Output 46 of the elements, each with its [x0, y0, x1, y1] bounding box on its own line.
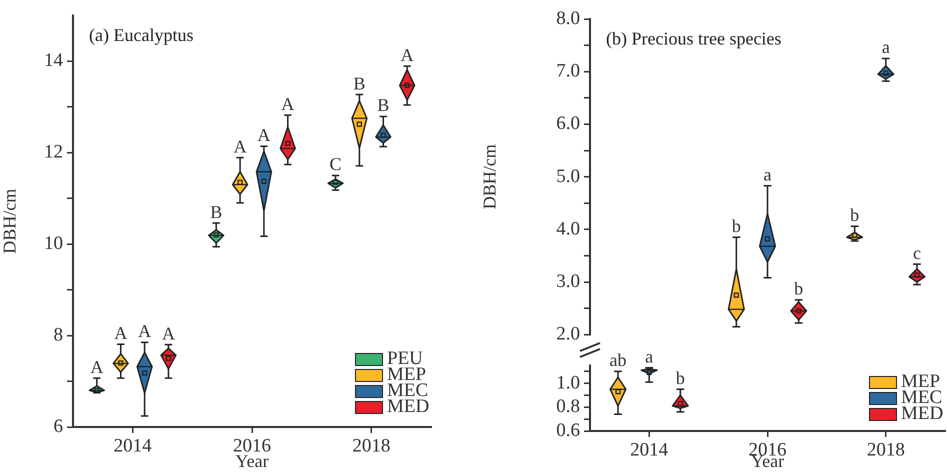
- y-tick-label: 8: [54, 324, 63, 346]
- y-tick-label: 12: [44, 142, 63, 163]
- text: b: [850, 204, 860, 225]
- x-tick-label: 2014: [630, 439, 669, 460]
- text: A: [138, 321, 152, 342]
- y-tick-label: 10: [44, 233, 63, 254]
- y-tick-label: 1.0: [556, 372, 580, 394]
- y-tick-label: 5.0: [556, 166, 580, 187]
- text: a: [764, 164, 772, 184]
- text: a: [882, 37, 890, 58]
- y-tick-label: 8.0: [556, 8, 580, 29]
- y-tick-label: 3.0: [556, 270, 580, 292]
- x-tick-label: 2018: [866, 439, 905, 460]
- text: (b) Precious tree species: [606, 28, 782, 49]
- text: C: [330, 154, 342, 174]
- text: b: [794, 278, 804, 299]
- y-tick-label: 4.0: [556, 218, 580, 240]
- text: A: [90, 356, 104, 377]
- y-tick-label: 6: [54, 416, 63, 437]
- text: a: [645, 346, 654, 367]
- text: A: [234, 136, 247, 156]
- text: c: [912, 242, 921, 263]
- legend-label: MED: [901, 403, 944, 424]
- text: A: [162, 323, 175, 344]
- y-axis-title: DBH/cm: [0, 188, 20, 254]
- text: A: [257, 124, 270, 145]
- text: ab: [610, 350, 627, 370]
- x-tick-label: 2014: [114, 435, 152, 456]
- text: A: [114, 322, 128, 343]
- legend-label: PEU: [387, 348, 423, 369]
- text: A: [281, 94, 294, 114]
- y-tick-label: 7.0: [556, 60, 580, 82]
- y-tick-label: 14: [44, 50, 64, 72]
- text: A: [400, 44, 414, 65]
- text: B: [210, 202, 222, 222]
- y-tick-label: 6.0: [556, 113, 580, 134]
- y-tick-label: 0.8: [556, 396, 580, 418]
- x-tick-label: 2018: [352, 435, 390, 456]
- text: b: [732, 216, 741, 236]
- text: B: [377, 95, 390, 116]
- y-axis-title: DBH/cm: [480, 144, 500, 210]
- text: (a) Eucalyptus: [89, 25, 194, 46]
- text: B: [353, 73, 366, 94]
- y-tick-label: 2.0: [556, 324, 580, 345]
- y-tick-label: 0.6: [556, 420, 580, 441]
- text: b: [676, 368, 685, 388]
